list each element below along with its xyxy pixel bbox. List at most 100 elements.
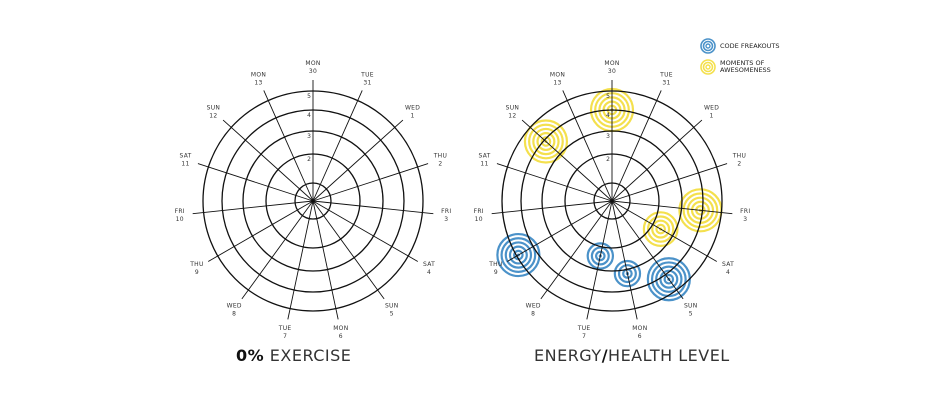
axis-label-date: 30: [309, 68, 317, 75]
axis-label-day: MON: [333, 325, 348, 332]
axis-label-day: SAT: [722, 261, 734, 268]
bubble-ring: [528, 123, 564, 160]
axis-label-date: 10: [475, 216, 483, 223]
axis-label-day: THU: [488, 261, 502, 268]
axis-label-date: 7: [582, 333, 586, 340]
axis-label-date: 6: [638, 333, 642, 340]
axis-label-day: SAT: [478, 153, 490, 160]
axis-spoke: [562, 90, 613, 202]
radial-tick-label: 5: [606, 93, 610, 100]
axis-spoke: [241, 200, 314, 300]
axis-label-day: MON: [550, 72, 565, 79]
radial-tick-label: 4: [307, 112, 311, 119]
axis-label-date: 9: [195, 269, 199, 276]
axis-label-day: WED: [405, 104, 420, 111]
axis-label-day: FRI: [175, 208, 185, 215]
axis-spoke: [611, 90, 662, 202]
chart-title-rest: EXERCISE: [264, 346, 352, 365]
axis-spoke: [611, 163, 728, 202]
legend-label: CODE FREAKOUTS: [720, 41, 780, 50]
data-point-bubble: [642, 211, 679, 248]
radial-tick-label: 2: [606, 156, 610, 163]
axis-label-date: 4: [726, 269, 730, 276]
bubble-ring: [508, 245, 528, 265]
axis-label-date: 4: [427, 269, 431, 276]
bubble-ring: [682, 192, 719, 229]
axis-label-date: 2: [438, 161, 442, 168]
radial-tick-label: 2: [307, 156, 311, 163]
axis-label-day: WED: [526, 302, 541, 309]
axis-spoke: [312, 163, 429, 202]
axis-label-day: FRI: [474, 208, 484, 215]
bubble-ring: [659, 269, 679, 289]
axis-label-date: 8: [232, 310, 236, 317]
bubble-ring: [536, 132, 556, 152]
axis-label-day: SUN: [506, 104, 520, 111]
axis-spoke: [312, 200, 339, 320]
radial-tick-label: 4: [606, 112, 610, 119]
axis-spoke: [222, 119, 314, 202]
axis-label-date: 1: [411, 112, 415, 119]
bubble-ring: [613, 259, 642, 288]
axis-spoke: [207, 200, 314, 262]
bubble-ring: [590, 246, 610, 266]
axis-label-day: SUN: [385, 302, 399, 309]
axis-spoke: [263, 90, 314, 202]
axis-spoke: [491, 200, 613, 215]
bubble-ring: [651, 219, 671, 239]
axis-spoke: [197, 163, 314, 202]
bubble-ring: [532, 127, 560, 156]
axis-spoke: [312, 200, 385, 300]
bubble-ring: [655, 223, 666, 235]
axis-label-date: 31: [363, 80, 371, 87]
axis-label-day: WED: [704, 104, 719, 111]
axis-label-date: 1: [710, 112, 714, 119]
axis-label-date: 3: [444, 216, 448, 223]
axis-label-date: 12: [209, 112, 217, 119]
data-point-bubble: [586, 242, 615, 270]
axis-label-date: 3: [743, 216, 747, 223]
axis-label-date: 5: [689, 310, 693, 317]
axis-label-date: 6: [339, 333, 343, 340]
chart-title-part2: HEALTH LEVEL: [608, 346, 730, 365]
axis-label-day: TUE: [659, 72, 673, 79]
bubble-ring: [663, 273, 675, 285]
data-point-bubble: [496, 232, 541, 278]
axis-label-date: 31: [662, 80, 670, 87]
bubble-ring: [595, 250, 606, 262]
axis-label-day: MON: [305, 60, 320, 67]
radar-chart-exercise: MON30TUE31WED1THU2FRI3SAT4SUN5MON6TUE7WE…: [175, 60, 452, 340]
chart-title-slash: /: [601, 346, 609, 365]
axis-spoke: [312, 200, 434, 215]
bubble-ring: [540, 136, 552, 147]
axis-label-day: MON: [251, 72, 266, 79]
legend-item-awesomeness: MOMENTS OF AWESOMENESS: [700, 59, 810, 75]
axis-spoke: [287, 200, 314, 320]
axis-spoke: [611, 200, 684, 300]
axis-label-date: 2: [737, 161, 741, 168]
axis-spoke: [611, 200, 638, 320]
axis-label-day: TUE: [577, 325, 591, 332]
axis-spoke: [611, 200, 718, 262]
axis-label-date: 12: [508, 112, 516, 119]
bubble-ring: [523, 119, 569, 164]
radar-chart-energy: MON30TUE31WED1THU2FRI3SAT4SUN5MON6TUE7WE…: [474, 60, 751, 340]
axis-spoke: [312, 90, 363, 202]
target-rings-icon: [700, 38, 716, 54]
axis-label-date: 8: [531, 310, 535, 317]
axis-label-date: 10: [176, 216, 184, 223]
bubble-ring: [690, 200, 710, 220]
bubble-ring: [650, 261, 687, 298]
target-rings-icon: [700, 59, 716, 75]
axis-spoke: [586, 200, 613, 320]
bubble-ring: [655, 265, 683, 293]
axis-spoke: [506, 200, 613, 262]
bubble-ring: [586, 242, 615, 270]
chart-title-energy: ENERGY/HEALTH LEVEL: [534, 346, 730, 365]
axis-spoke: [496, 163, 613, 202]
axis-label-day: WED: [227, 302, 242, 309]
axis-label-day: MON: [632, 325, 647, 332]
axis-label-date: 13: [254, 80, 262, 87]
axis-spoke: [611, 200, 733, 215]
